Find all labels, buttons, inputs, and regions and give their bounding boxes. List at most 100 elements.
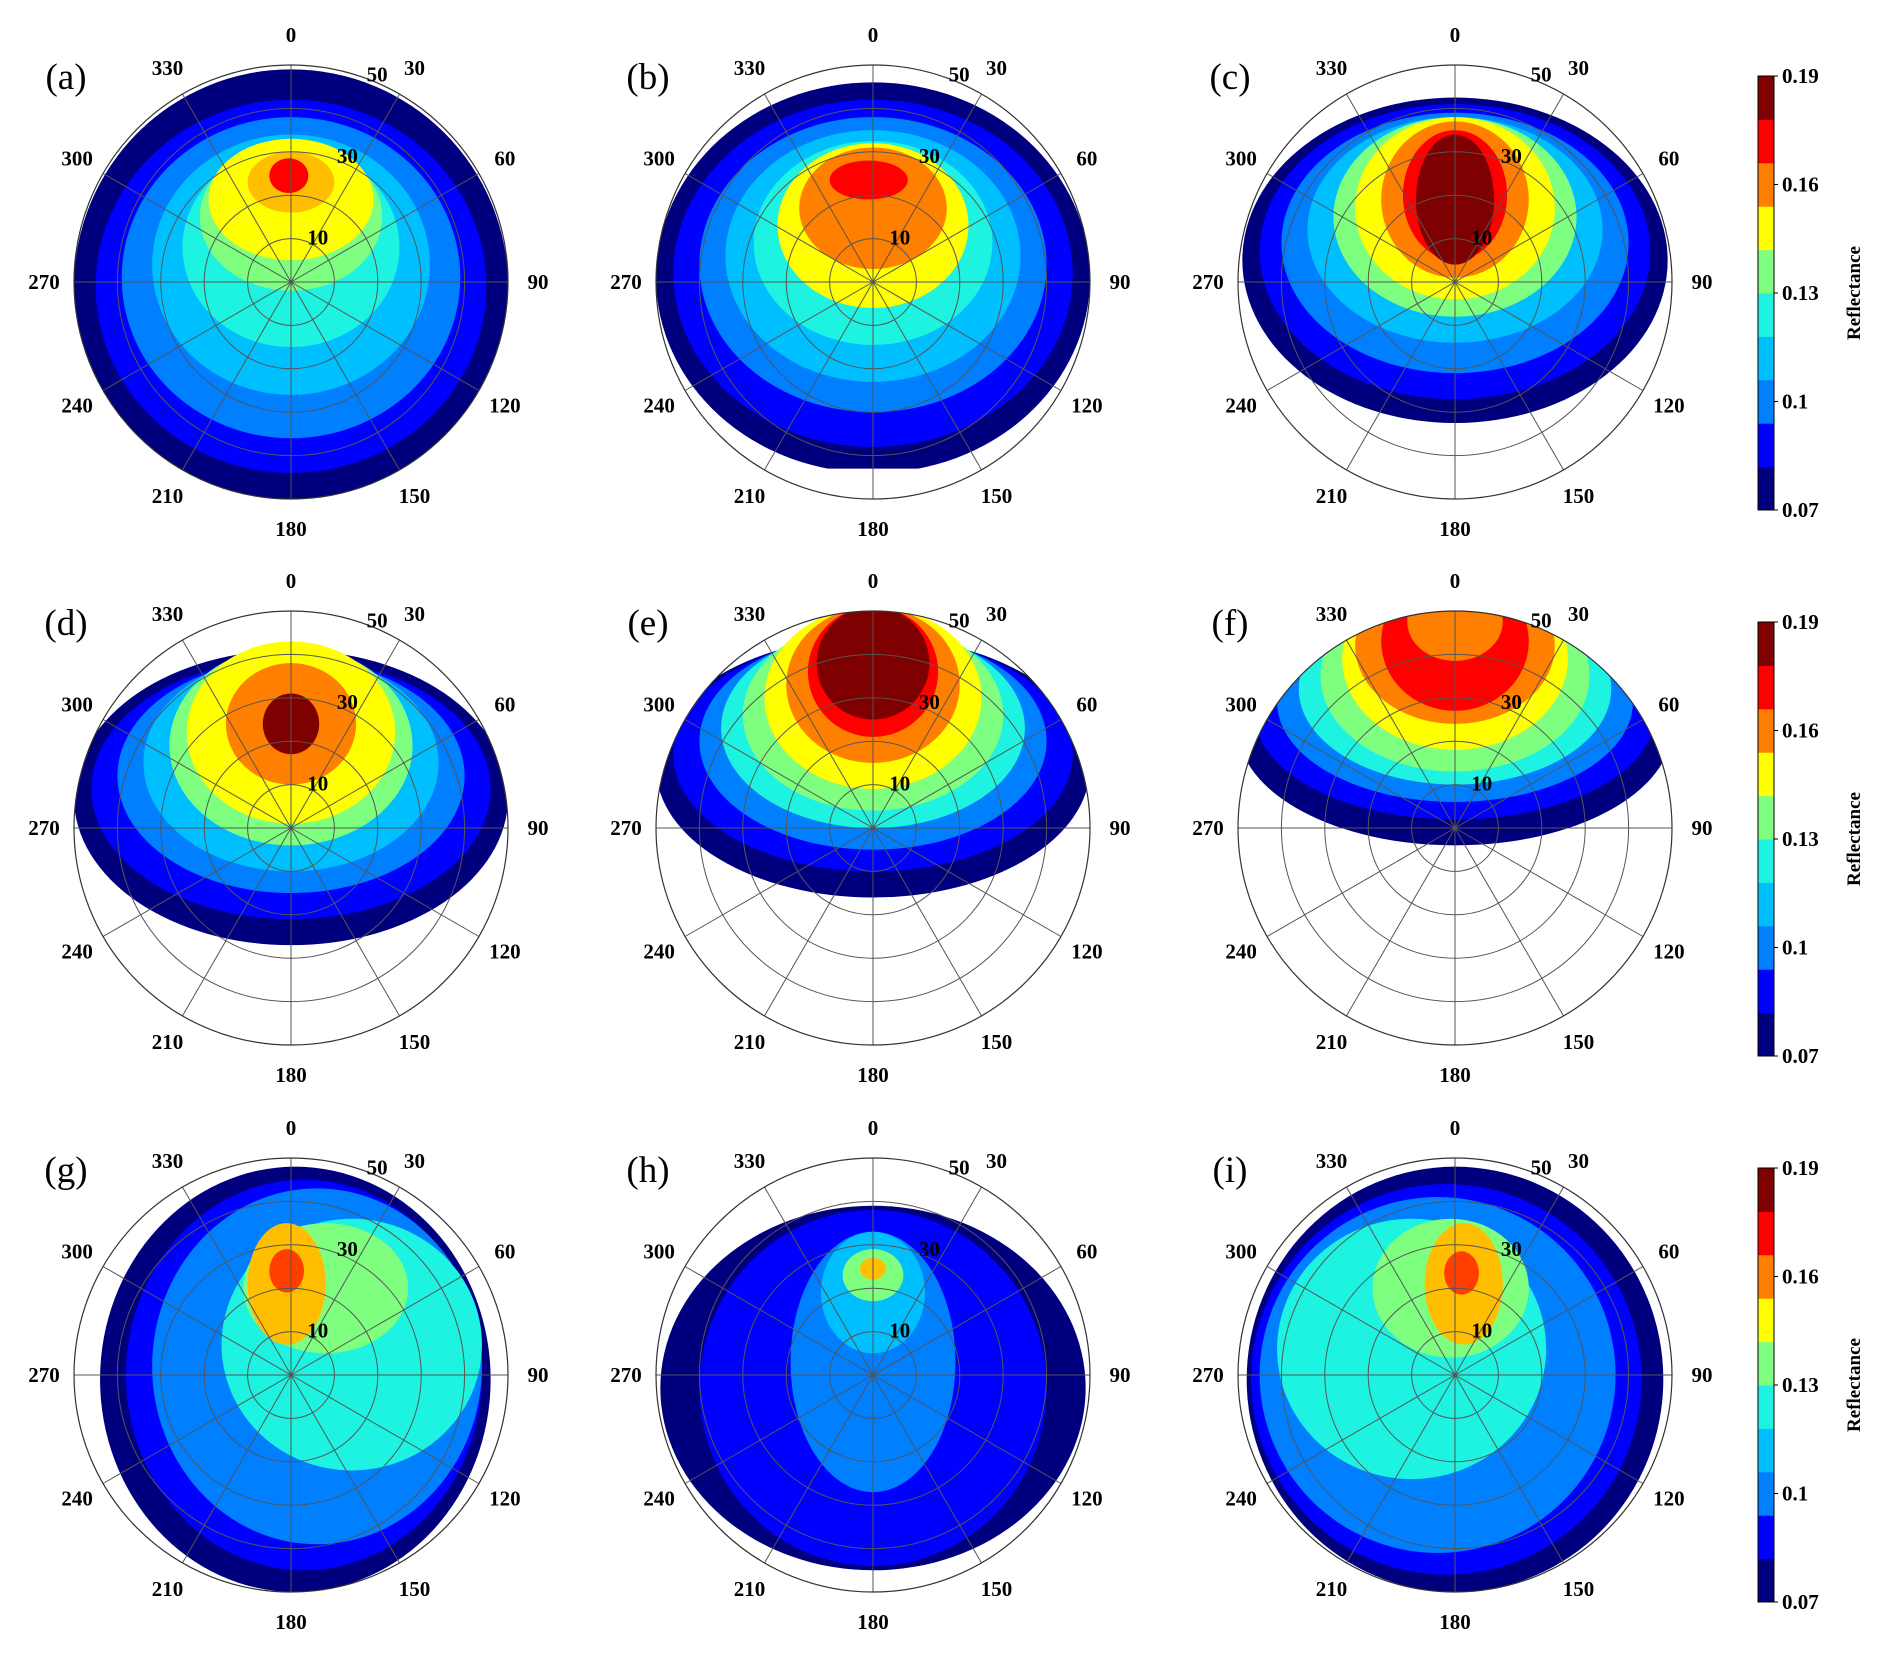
colorbar-segment <box>1758 622 1774 666</box>
panel-label: (c) <box>1209 57 1250 98</box>
angle-tick-label: 60 <box>1076 693 1097 717</box>
angle-tick-label: 330 <box>1316 56 1348 80</box>
colorbar-segment <box>1758 1341 1774 1386</box>
angle-tick-label: 180 <box>275 517 307 541</box>
angle-tick-label: 120 <box>489 394 521 418</box>
polar-panel-4: 0 30 60 90 120 150 180 210 240 270 300 330 10 30 50 (d) <box>28 569 548 1087</box>
angle-tick-label: 210 <box>152 1030 184 1054</box>
colorbar-tick-label: 0.19 <box>1782 610 1819 634</box>
angle-tick-label: 60 <box>494 147 515 171</box>
angle-tick-label: 30 <box>1568 56 1589 80</box>
angle-tick-label: 120 <box>1071 1487 1103 1511</box>
angle-tick-label: 210 <box>1316 1030 1348 1054</box>
panels: 0306090120150180210240270300330103050(a)… <box>28 23 1712 1634</box>
polar-panel-1: 0 30 60 90 120 150 180 210 240 270 300 330 10 30 50 (a) <box>28 23 548 541</box>
angle-tick-label: 90 <box>528 816 549 840</box>
polar-grid <box>1238 1158 1672 1592</box>
angle-tick-label: 0 <box>868 569 879 593</box>
radial-tick-label: 30 <box>919 144 940 168</box>
angle-tick-label: 90 <box>528 270 549 294</box>
angle-tick-label: 150 <box>981 1577 1013 1601</box>
colorbar-tick-label: 0.07 <box>1782 498 1819 522</box>
angle-tick-label: 30 <box>986 56 1007 80</box>
angle-tick-label: 120 <box>1653 394 1685 418</box>
angle-tick-label: 240 <box>61 394 93 418</box>
angle-tick-label: 0 <box>286 569 297 593</box>
colorbar-tick-label: 0.16 <box>1782 173 1819 197</box>
angle-tick-label: 210 <box>1316 484 1348 508</box>
angle-tick-label: 300 <box>61 1240 93 1264</box>
angle-tick-label: 240 <box>1225 394 1257 418</box>
angle-tick-label: 330 <box>734 602 766 626</box>
angle-tick-label: 240 <box>643 940 675 964</box>
colorbar-segment <box>1758 1168 1774 1212</box>
colorbar-tick-label: 0.13 <box>1782 1373 1819 1397</box>
angle-tick-label: 270 <box>1192 1363 1224 1387</box>
angle-tick-label: 0 <box>868 23 879 47</box>
colorbar-tick-label: 0.1 <box>1782 390 1808 414</box>
radial-tick-label: 10 <box>889 1319 910 1343</box>
radial-tick-label: 30 <box>337 1237 358 1261</box>
colorbar-tick-label: 0.19 <box>1782 64 1819 88</box>
colorbar-tick-label: 0.19 <box>1782 1156 1819 1180</box>
contour-band-7 <box>1444 1251 1479 1295</box>
polar-panel-8: 0 30 60 90 120 150 180 210 240 270 300 330 10 30 50 (h) <box>610 1116 1130 1634</box>
panel-label: (d) <box>44 603 87 644</box>
radial-tick-label: 30 <box>1501 1237 1522 1261</box>
colorbar-segment <box>1758 1428 1774 1473</box>
colorbar-segment <box>1758 1471 1774 1516</box>
colorbar-segment <box>1758 1012 1774 1057</box>
polar-outline <box>73 1157 509 1593</box>
angle-tick-label: 60 <box>494 693 515 717</box>
angle-tick-label: 180 <box>1439 1063 1471 1087</box>
angle-tick-label: 60 <box>1076 1240 1097 1264</box>
angle-tick-label: 270 <box>28 270 60 294</box>
colorbar-segment <box>1758 336 1774 381</box>
colorbar-tick-label: 0.13 <box>1782 827 1819 851</box>
colorbar-1: 0.19 0.16 0.13 0.1 0.07 Reflectance <box>1757 64 1865 522</box>
angle-tick-label: 180 <box>857 1610 889 1634</box>
radial-tick-label: 50 <box>949 62 970 86</box>
angle-tick-label: 0 <box>286 1116 297 1140</box>
colorbar-segment <box>1758 708 1774 753</box>
colorbar-tick-label: 0.07 <box>1782 1044 1819 1068</box>
angle-tick-label: 270 <box>610 270 642 294</box>
colorbar-segment <box>1758 1385 1774 1429</box>
polar-outline <box>1237 610 1673 1046</box>
colorbar-title: Reflectance <box>1844 792 1865 886</box>
radial-tick-label: 10 <box>889 772 910 796</box>
angle-tick-label: 300 <box>1225 693 1257 717</box>
angle-tick-label: 30 <box>404 56 425 80</box>
colorbar-2: 0.19 0.16 0.13 0.1 0.07 Reflectance <box>1757 610 1865 1068</box>
angle-tick-label: 30 <box>986 1149 1007 1173</box>
angle-tick-label: 150 <box>1563 1577 1595 1601</box>
polar-outline <box>655 1157 1091 1593</box>
angle-tick-label: 90 <box>1692 270 1713 294</box>
radial-tick-label: 10 <box>307 1319 328 1343</box>
polar-grid <box>74 65 508 499</box>
angle-tick-label: 180 <box>1439 517 1471 541</box>
angle-tick-label: 90 <box>1110 270 1131 294</box>
angle-tick-label: 240 <box>1225 940 1257 964</box>
angle-tick-label: 150 <box>1563 484 1595 508</box>
radial-tick-label: 30 <box>919 690 940 714</box>
angle-tick-label: 210 <box>152 484 184 508</box>
panel-label: (h) <box>626 1150 669 1191</box>
panel-label: (i) <box>1213 1150 1248 1191</box>
colorbar-segment <box>1758 249 1774 294</box>
angle-tick-label: 90 <box>1110 816 1131 840</box>
angle-tick-label: 120 <box>1653 1487 1685 1511</box>
polar-grid <box>1238 65 1672 499</box>
colorbar-segment <box>1758 379 1774 424</box>
radial-tick-label: 30 <box>337 144 358 168</box>
angle-tick-label: 300 <box>61 693 93 717</box>
angle-tick-label: 0 <box>868 1116 879 1140</box>
radial-tick-label: 50 <box>367 62 388 86</box>
angle-tick-label: 30 <box>404 1149 425 1173</box>
radial-tick-label: 50 <box>1531 608 1552 632</box>
colorbar-segment <box>1758 839 1774 883</box>
radial-tick-label: 30 <box>1501 690 1522 714</box>
angle-tick-label: 300 <box>1225 1240 1257 1264</box>
angle-tick-label: 150 <box>399 1030 431 1054</box>
panel-label: (f) <box>1212 603 1249 644</box>
